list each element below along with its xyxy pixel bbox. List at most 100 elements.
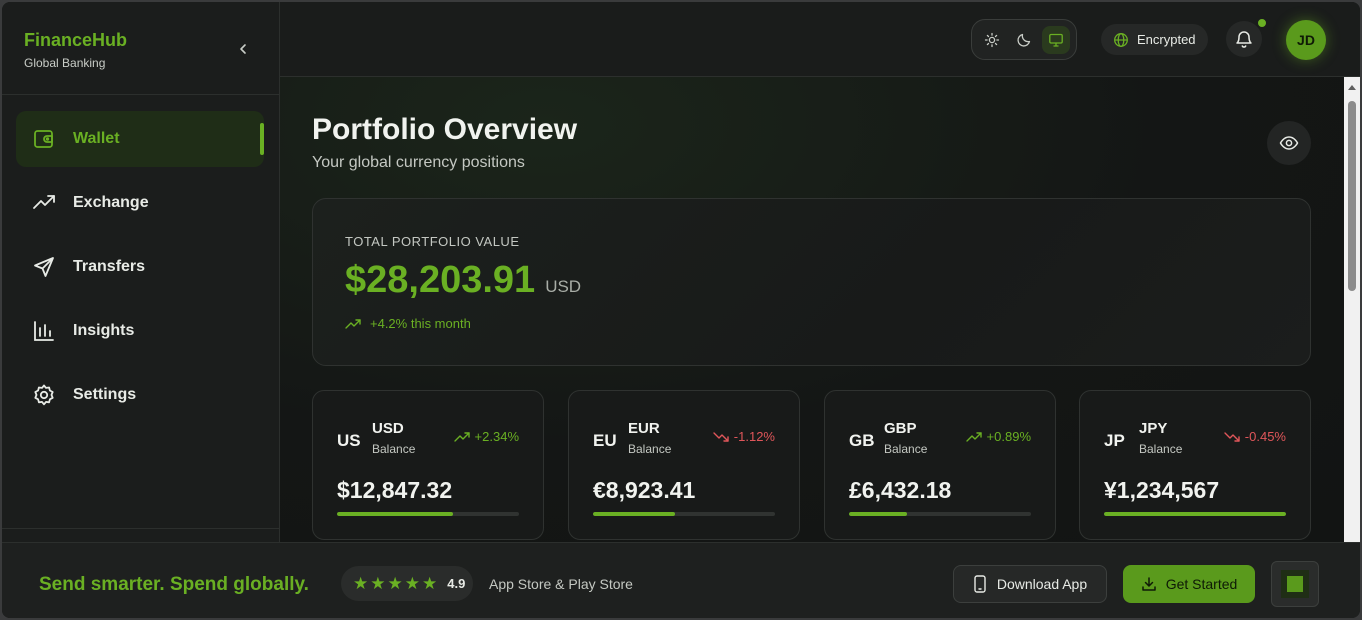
moon-icon <box>1017 33 1031 47</box>
main-content: Portfolio Overview Your global currency … <box>280 77 1344 542</box>
currency-progress-bar <box>337 512 519 516</box>
theme-light-button[interactable] <box>978 26 1006 54</box>
brand-name: FinanceHub <box>24 30 128 50</box>
star-icon: ★ <box>370 574 386 593</box>
download-app-button[interactable]: Download App <box>953 565 1107 603</box>
trending-down-icon <box>713 431 729 442</box>
sidebar-item-label: Wallet <box>73 130 120 147</box>
trending-up-icon <box>345 318 361 329</box>
sidebar-item-settings[interactable]: Settings <box>16 367 264 423</box>
bar-chart-icon <box>32 319 56 343</box>
sidebar-nav: Wallet Exchange Transfers Insights <box>16 111 264 431</box>
star-icon: ★ <box>404 574 420 593</box>
topbar: Encrypted JD <box>280 2 1360 77</box>
currency-code: JPY <box>1139 420 1168 437</box>
page-subtitle: Your global currency positions <box>312 154 525 171</box>
sidebar-item-insights[interactable]: Insights <box>16 303 264 359</box>
sidebar-bottom-divider <box>2 528 280 529</box>
currency-progress-bar <box>1104 512 1286 516</box>
currency-code: GBP <box>884 420 917 437</box>
promo-banner: Send smarter. Spend globally. ★ ★ ★ ★ ★ … <box>2 542 1360 618</box>
download-app-label: Download App <box>996 576 1088 592</box>
balance-label: Balance <box>1139 442 1183 456</box>
currency-progress-fill <box>593 512 675 516</box>
currency-progress-bar <box>593 512 775 516</box>
theme-dark-button[interactable] <box>1010 26 1038 54</box>
trending-up-icon <box>965 431 982 442</box>
total-portfolio-card: TOTAL PORTFOLIO VALUE $28,203.91 USD +4.… <box>312 198 1311 366</box>
currency-change: +2.34% <box>453 429 519 444</box>
sidebar-item-label: Exchange <box>73 194 149 211</box>
balance-label: Balance <box>884 442 928 456</box>
total-currency: USD <box>545 277 582 296</box>
sidebar-item-transfers[interactable]: Transfers <box>16 239 264 295</box>
main-scrollbar[interactable] <box>1344 77 1360 542</box>
rating-score: 4.9 <box>447 576 466 591</box>
gear-icon <box>32 383 56 407</box>
toggle-visibility-button[interactable] <box>1267 121 1311 165</box>
notifications-button[interactable] <box>1226 21 1262 57</box>
currency-amount: €8,923.41 <box>593 477 696 503</box>
total-amount: $28,203.91 <box>345 259 536 301</box>
sidebar-item-wallet[interactable]: Wallet <box>16 111 264 167</box>
sidebar-item-label: Insights <box>73 322 135 339</box>
download-icon <box>1141 577 1156 591</box>
currency-card-usd[interactable]: US USD Balance +2.34% $12,847.32 <box>312 390 544 540</box>
currency-flag: JP <box>1104 431 1125 450</box>
scrollbar-thumb[interactable] <box>1348 101 1356 291</box>
theme-system-button[interactable] <box>1042 25 1070 54</box>
smartphone-icon <box>974 575 986 593</box>
currency-code: USD <box>372 420 404 437</box>
brand: FinanceHub Global Banking <box>24 30 127 70</box>
currency-progress-fill <box>337 512 454 516</box>
page-title: Portfolio Overview <box>312 113 578 146</box>
store-availability: App Store & Play Store <box>489 576 633 592</box>
currency-flag: US <box>337 431 361 450</box>
currency-progress-bar <box>849 512 1031 516</box>
star-icon: ★ <box>422 574 438 593</box>
brand-subtitle: Global Banking <box>24 56 106 70</box>
currency-change-value: +0.89% <box>986 429 1031 444</box>
sidebar-item-exchange[interactable]: Exchange <box>16 175 264 231</box>
currency-change-value: -0.45% <box>1244 429 1286 444</box>
currency-card-jpy[interactable]: JP JPY Balance -0.45% ¥1,234,567 <box>1079 390 1311 540</box>
currency-card-eur[interactable]: EU EUR Balance -1.12% €8,923.41 <box>568 390 800 540</box>
collapse-sidebar-button[interactable] <box>232 38 254 60</box>
square-icon <box>1287 576 1303 592</box>
sidebar-divider <box>2 94 280 95</box>
scroll-up-arrow-icon[interactable] <box>1348 85 1356 90</box>
balance-label: Balance <box>372 442 416 456</box>
eye-icon <box>1279 136 1299 150</box>
currency-code: EUR <box>628 420 660 437</box>
currency-card-gbp[interactable]: GB GBP Balance +0.89% £6,432.18 <box>824 390 1056 540</box>
currency-change-value: +2.34% <box>474 429 519 444</box>
get-started-label: Get Started <box>1165 576 1238 592</box>
encrypted-label: Encrypted <box>1137 32 1196 47</box>
sidebar-item-label: Settings <box>73 386 137 403</box>
currency-amount: £6,432.18 <box>849 477 952 503</box>
star-icon: ★ <box>387 574 403 593</box>
currency-amount: ¥1,234,567 <box>1104 477 1220 503</box>
trending-down-icon <box>1224 431 1240 442</box>
notification-dot <box>1256 17 1268 29</box>
wallet-icon <box>32 127 56 151</box>
currency-flag: EU <box>593 431 617 450</box>
monitor-icon <box>1049 33 1063 47</box>
currency-change: -1.12% <box>713 429 775 444</box>
globe-icon <box>1114 32 1128 47</box>
total-change-text: +4.2% this month <box>370 316 471 331</box>
currency-amount: $12,847.32 <box>337 477 453 503</box>
trending-up-icon <box>453 431 470 442</box>
balance-label: Balance <box>628 442 672 456</box>
sidebar-item-label: Transfers <box>73 258 146 275</box>
total-portfolio-label: TOTAL PORTFOLIO VALUE <box>345 234 520 249</box>
currency-progress-fill <box>1104 512 1286 516</box>
chevron-left-icon <box>240 44 246 54</box>
banner-slogan: Send smarter. Spend globally. <box>39 574 309 595</box>
total-change: +4.2% this month <box>345 316 471 331</box>
get-started-button[interactable]: Get Started <box>1123 565 1255 603</box>
currency-change: -0.45% <box>1224 429 1286 444</box>
stop-square-button[interactable] <box>1271 561 1319 607</box>
avatar[interactable]: JD <box>1286 20 1326 60</box>
